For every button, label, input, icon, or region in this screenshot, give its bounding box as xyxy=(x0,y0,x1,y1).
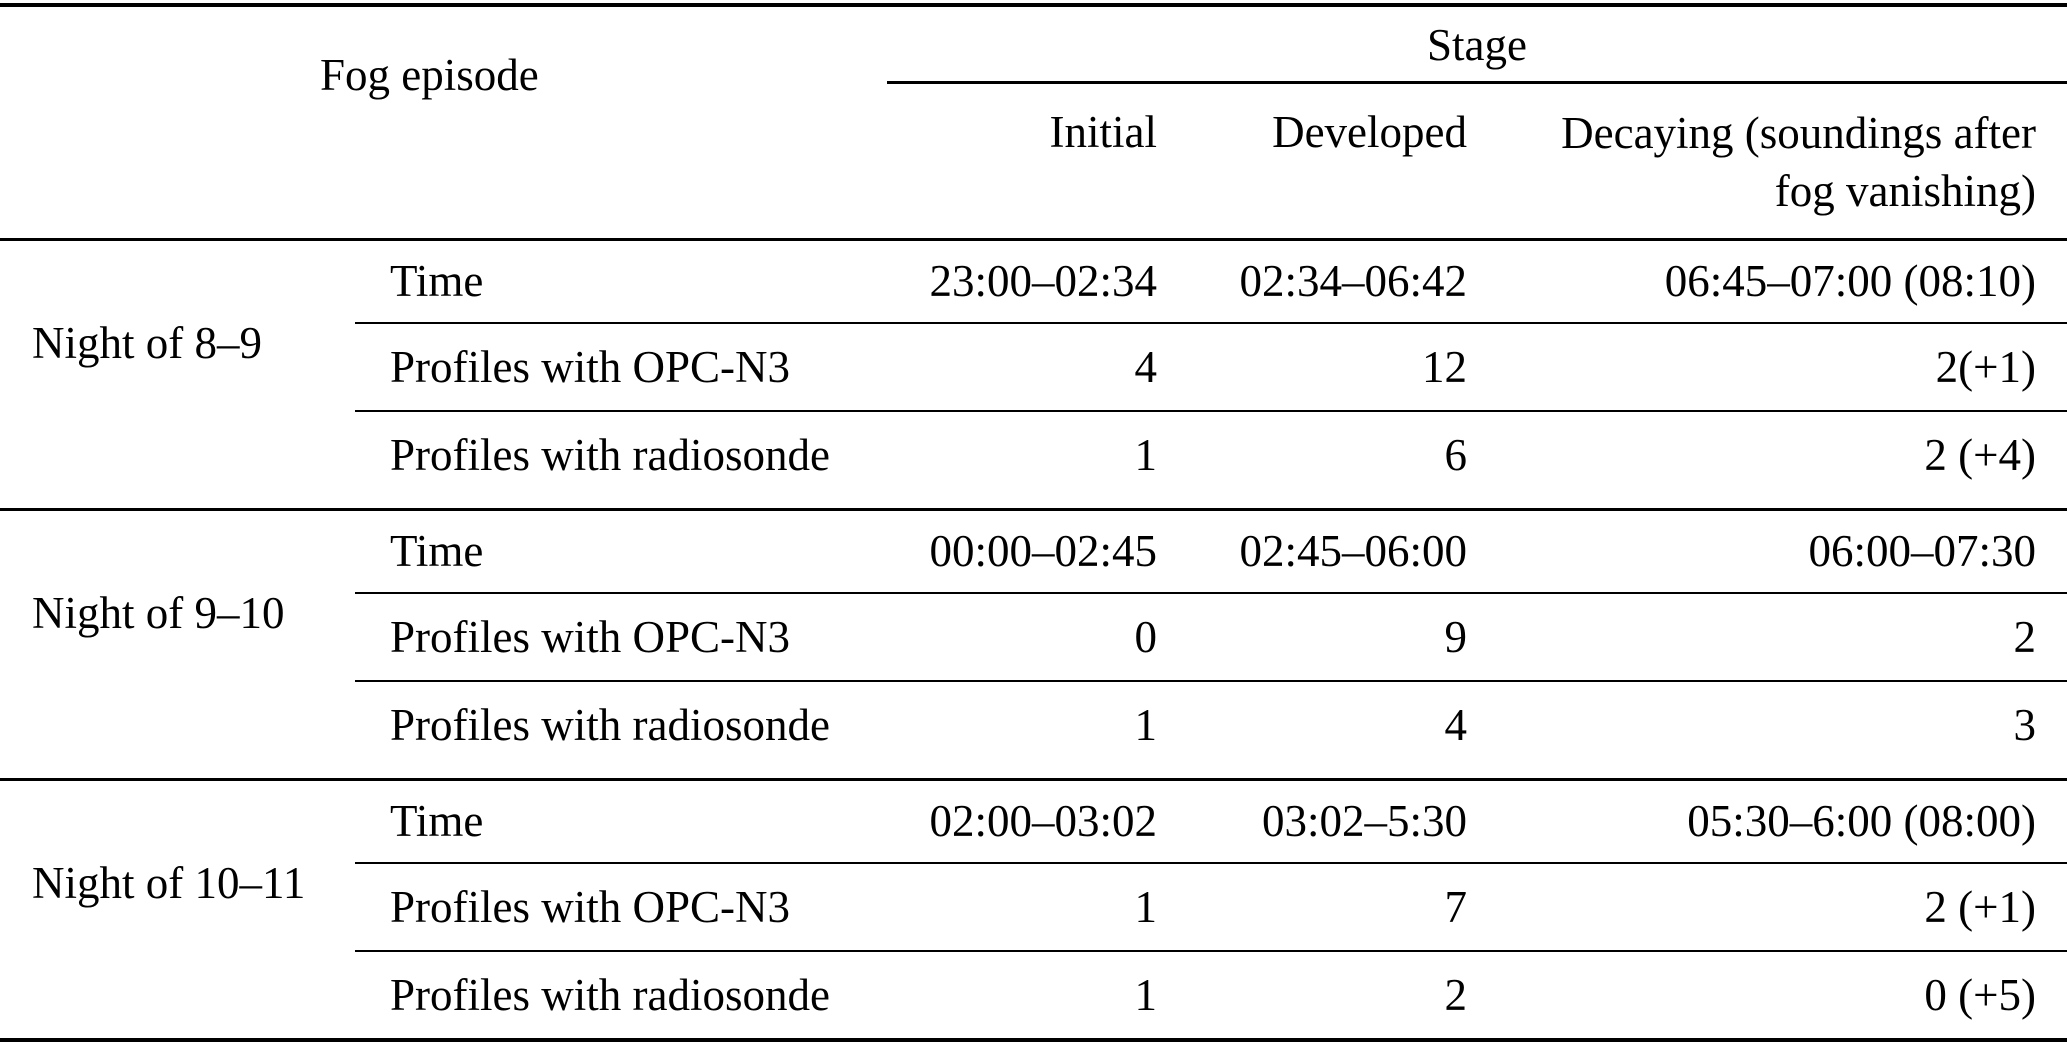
table-cell: 0 (+5) xyxy=(1924,970,2036,1020)
table-row: Time 02:00–03:02 03:02–5:30 05:30–6:00 (… xyxy=(0,781,2067,861)
table-cell: 7 xyxy=(1444,882,1468,932)
table-row: Profiles with radiosonde 1 2 0 (+5) xyxy=(0,953,2067,1037)
table-cell: 2 (+4) xyxy=(1924,430,2036,480)
row-label: Time xyxy=(390,796,484,846)
table-cell: 1 xyxy=(1134,970,1158,1020)
table-row: Profiles with radiosonde 1 6 2 (+4) xyxy=(0,413,2067,497)
table-cell: 00:00–02:45 xyxy=(929,526,1157,576)
table-cell: 9 xyxy=(1444,612,1468,662)
subrow-separator-rule xyxy=(355,410,2067,412)
table-cell: 6 xyxy=(1444,430,1468,480)
table-row: Time 23:00–02:34 02:34–06:42 06:45–07:00… xyxy=(0,241,2067,321)
table-cell: 12 xyxy=(1422,342,1467,392)
row-label: Time xyxy=(390,526,484,576)
table-cell: 02:00–03:02 xyxy=(929,796,1157,846)
table-cell: 2(+1) xyxy=(1935,342,2036,392)
table-cell: 2 (+1) xyxy=(1924,882,2036,932)
table-cell: 06:00–07:30 xyxy=(1808,526,2036,576)
table-cell: 05:30–6:00 (08:00) xyxy=(1687,796,2036,846)
table-cell: 23:00–02:34 xyxy=(929,256,1157,306)
header-separator-rule xyxy=(0,238,2067,241)
table-row: Profiles with OPC-N3 1 7 2 (+1) xyxy=(0,865,2067,949)
column-header-initial: Initial xyxy=(1049,107,1157,157)
table-cell: 2 xyxy=(2013,612,2037,662)
column-header-decaying: Decaying (soundings after fog vanishing) xyxy=(1561,104,2036,220)
subrow-separator-rule xyxy=(355,862,2067,864)
table-row: Profiles with OPC-N3 4 12 2(+1) xyxy=(0,325,2067,409)
table-cell: 1 xyxy=(1134,700,1158,750)
table-cell: 1 xyxy=(1134,882,1158,932)
table-cell: 4 xyxy=(1444,700,1468,750)
table-cell: 3 xyxy=(2013,700,2037,750)
table-cell: 06:45–07:00 (08:10) xyxy=(1664,256,2036,306)
header-stage: Stage xyxy=(1427,20,1527,70)
table-cell: 02:34–06:42 xyxy=(1239,256,1467,306)
table-top-border xyxy=(0,3,2067,7)
row-label: Time xyxy=(390,256,484,306)
table-row: Time 00:00–02:45 02:45–06:00 06:00–07:30 xyxy=(0,511,2067,591)
row-label: Profiles with radiosonde xyxy=(390,700,830,750)
table-cell: 2 xyxy=(1444,970,1468,1020)
table-row: Profiles with OPC-N3 0 9 2 xyxy=(0,595,2067,679)
subrow-separator-rule xyxy=(355,950,2067,952)
column-header-developed: Developed xyxy=(1272,107,1467,157)
row-label: Profiles with OPC-N3 xyxy=(390,882,791,932)
group-label-night-9-10: Night of 9–10 xyxy=(32,588,285,638)
table-cell: 03:02–5:30 xyxy=(1261,796,1467,846)
row-label: Profiles with OPC-N3 xyxy=(390,342,791,392)
group-separator-rule xyxy=(0,508,2067,511)
table-cell: 0 xyxy=(1134,612,1158,662)
table-row: Profiles with radiosonde 1 4 3 xyxy=(0,683,2067,767)
column-header-decaying-line2: fog vanishing) xyxy=(1774,166,2036,216)
table-cell: 4 xyxy=(1134,342,1158,392)
row-label: Profiles with radiosonde xyxy=(390,970,830,1020)
table-cell: 1 xyxy=(1134,430,1158,480)
header-fog-episode: Fog episode xyxy=(320,50,539,100)
subrow-separator-rule xyxy=(355,680,2067,682)
subrow-separator-rule xyxy=(355,322,2067,324)
group-separator-rule xyxy=(0,778,2067,781)
group-label-night-8-9: Night of 8–9 xyxy=(32,318,262,368)
subrow-separator-rule xyxy=(355,592,2067,594)
row-label: Profiles with radiosonde xyxy=(390,430,830,480)
stage-underline-rule xyxy=(887,81,2067,84)
row-label: Profiles with OPC-N3 xyxy=(390,612,791,662)
group-label-night-10-11: Night of 10–11 xyxy=(32,858,306,908)
table-cell: 02:45–06:00 xyxy=(1239,526,1467,576)
column-header-decaying-line1: Decaying (soundings after xyxy=(1561,108,2036,158)
table-bottom-border xyxy=(0,1038,2067,1042)
